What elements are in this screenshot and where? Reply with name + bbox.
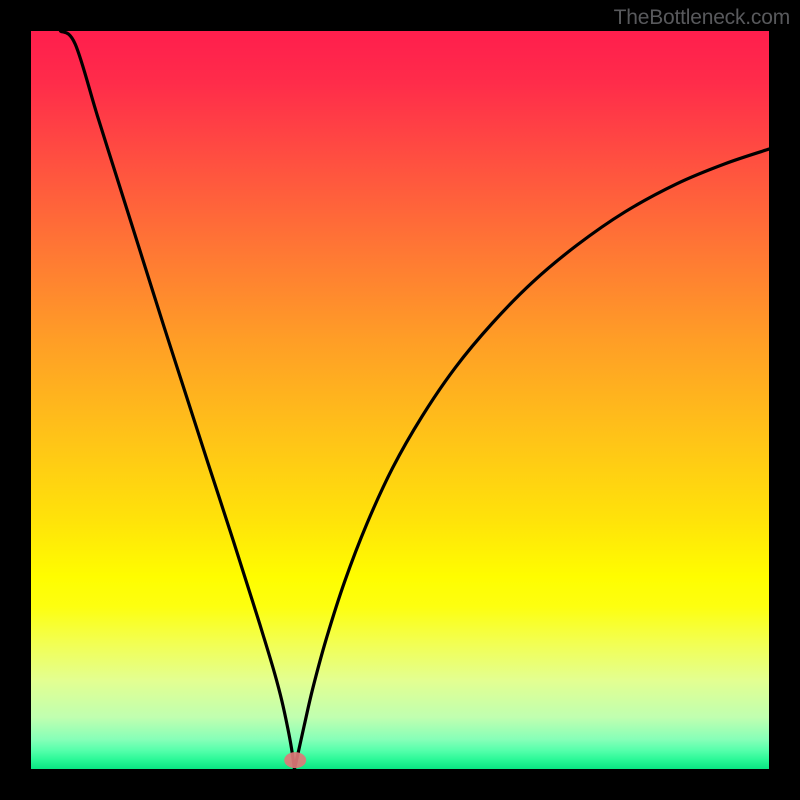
chart-svg (31, 31, 769, 769)
gradient-background (31, 31, 769, 769)
watermark-text: TheBottleneck.com (614, 6, 790, 30)
chart-container: TheBottleneck.com (0, 0, 800, 800)
plot-area (31, 31, 769, 769)
optimum-marker (284, 752, 306, 768)
